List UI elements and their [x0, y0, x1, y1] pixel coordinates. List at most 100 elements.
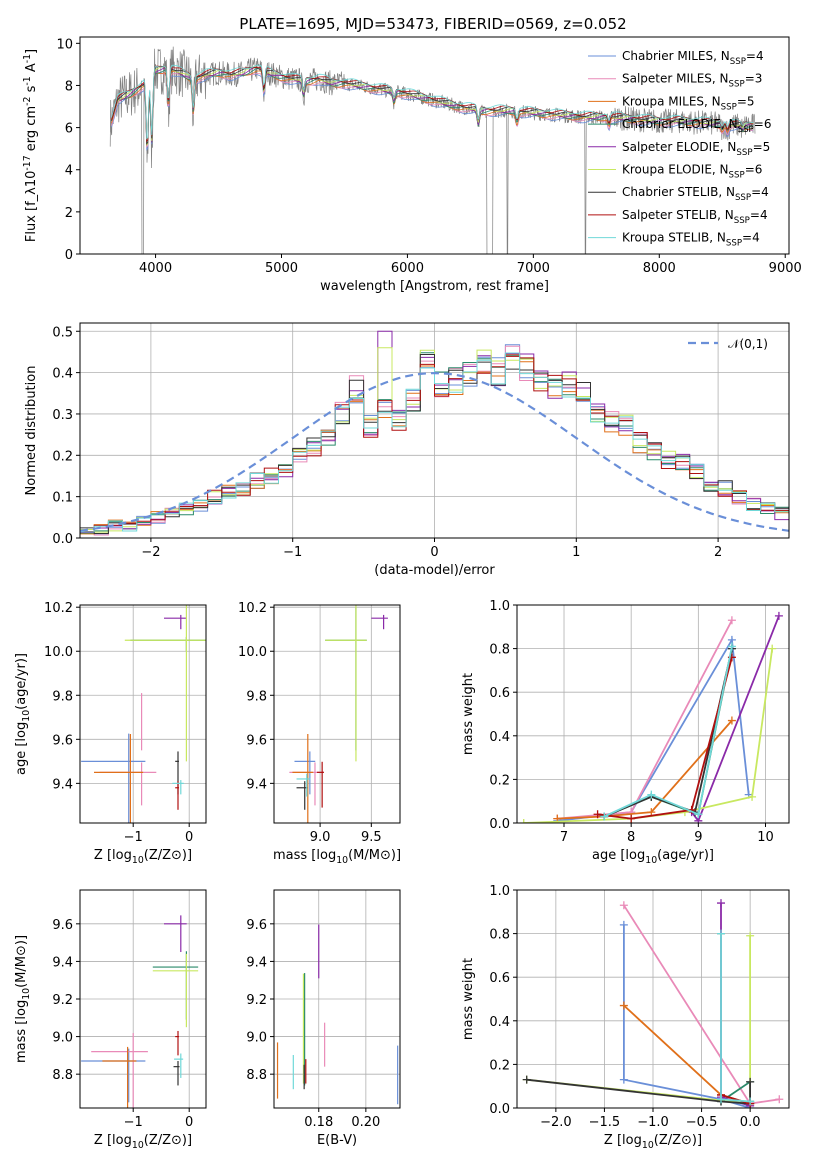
y-tick-label: 4 — [65, 164, 73, 179]
weight-line-0 — [557, 637, 750, 822]
legend-entry-2: Kroupa MILES, NSSP=5 — [622, 94, 755, 112]
x-tick-label: 8000 — [643, 261, 676, 276]
weight-marker-2 — [619, 1001, 628, 1010]
axes-frame — [79, 604, 207, 824]
x-tick-label: 9000 — [769, 261, 802, 276]
y-tick-label: 9.4 — [52, 955, 73, 970]
model-line-8 — [111, 64, 754, 140]
plot-area-mass-vs-Z — [81, 915, 199, 1108]
x-tick-label: −2.0 — [540, 1115, 572, 1130]
weight-marker-8 — [746, 1097, 755, 1106]
weight-marker-2 — [727, 716, 736, 725]
y-tick-label: 0.1 — [52, 491, 73, 506]
y-tick-label: 10 — [56, 37, 73, 52]
weight-marker-7 — [627, 814, 636, 823]
weight-line-2 — [557, 719, 733, 820]
x-tick-label: 10 — [757, 830, 774, 845]
x-tick-label: 0 — [185, 830, 193, 845]
y-tick-label: 0.8 — [489, 643, 510, 658]
y-tick-label: 2 — [65, 206, 73, 221]
axes-frame — [79, 36, 790, 255]
weight-line-8 — [720, 933, 751, 1103]
y-tick-label: 0.2 — [489, 773, 510, 788]
x-tick-label: 0.20 — [351, 1115, 380, 1130]
x-axis-label: Z [log10(Z/Z⊙)] — [94, 848, 192, 866]
weight-marker-5 — [748, 792, 757, 801]
axes-frame — [79, 322, 790, 539]
histogram-step-2 — [80, 354, 789, 535]
legend-entry-0: Chabrier MILES, NSSP=4 — [622, 49, 764, 67]
y-tick-label: 9.0 — [52, 1031, 73, 1046]
weight-marker-2 — [647, 808, 656, 817]
axes-frame — [273, 889, 401, 1109]
y-tick-label: 0.5 — [52, 325, 73, 340]
x-axis-label: wavelength [Angstrom, rest frame] — [320, 279, 549, 294]
x-tick-label: 7 — [560, 830, 568, 845]
y-tick-label: 0.8 — [489, 928, 510, 943]
x-tick-label: 4000 — [139, 261, 172, 276]
x-tick-label: 0 — [185, 1115, 193, 1130]
panel-residuals: −2 −1 0 1 2 0.0 0.1 0.2 0.3 0.4 0.5 (data-model)/er… — [24, 322, 790, 578]
weight-line-2 — [623, 1004, 751, 1105]
y-tick-label: 10.0 — [238, 645, 267, 660]
panel-mass-vs-Z: −1 0 8.8 9.0 9.2 9.4 9.6 Z [log10(Z/Z⊙)] mass [l… — [14, 889, 207, 1151]
y-tick-label: 9.4 — [246, 777, 267, 792]
x-tick-label: −1 — [124, 1115, 143, 1130]
y-axis-label: age [log10(age/yr)] — [14, 653, 32, 775]
y-tick-label: 10.2 — [44, 601, 73, 616]
axes-frame — [516, 604, 790, 824]
y-tick-label: 1.0 — [489, 599, 510, 614]
weight-marker-6 — [522, 1075, 531, 1084]
legend-entry-3: Chabrier ELODIE, NSSP=6 — [622, 117, 771, 135]
weight-marker-1 — [775, 1095, 784, 1104]
y-tick-label: 9.2 — [246, 993, 267, 1008]
legend-entry-6: Chabrier STELIB, NSSP=4 — [622, 185, 769, 203]
weight-line-6 — [526, 1078, 751, 1105]
x-tick-label: 9 — [694, 830, 702, 845]
weight-marker-4 — [774, 611, 783, 620]
panel-massweight-vs-Z: −2.0 −1.5 −1.0 −0.5 0.0 0.0 0.2 0.4 0.6 0.8 1.0 Z [… — [461, 884, 790, 1151]
x-axis-label: E(B-V) — [317, 1133, 357, 1148]
x-tick-label: −1.0 — [637, 1115, 669, 1130]
plot-area-residuals — [80, 330, 789, 536]
y-tick-label: 0.0 — [489, 1102, 510, 1117]
plot-area-massweight-vs-age — [519, 611, 783, 823]
plot-area-mass-vs-ebv — [276, 924, 399, 1105]
x-axis-label: (data-model)/error — [374, 563, 495, 578]
weight-marker-8 — [717, 929, 725, 938]
weight-marker-8 — [600, 812, 609, 821]
weight-line-7 — [720, 1094, 751, 1105]
y-tick-label: 9.2 — [52, 993, 73, 1008]
normal-reference-line — [80, 371, 789, 532]
x-tick-label: −1.5 — [589, 1115, 621, 1130]
y-tick-label: 9.6 — [52, 918, 73, 933]
legend-entry-8: Kroupa STELIB, NSSP=4 — [622, 231, 760, 249]
x-axis-label: age [log10(age/yr)] — [592, 848, 714, 866]
weight-marker-5 — [746, 931, 755, 940]
figure-title: PLATE=1695, MJD=53473, FIBERID=0569, z=0… — [239, 15, 626, 33]
y-tick-label: 9.4 — [246, 955, 267, 970]
y-tick-label: 0.6 — [489, 686, 510, 701]
y-axis-label: mass weight — [461, 958, 476, 1040]
legend-entry-4: Salpeter ELODIE, NSSP=5 — [622, 140, 770, 158]
weight-line-3 — [720, 933, 751, 1104]
plot-area-massweight-vs-Z — [522, 899, 784, 1108]
legend-entry-1: Salpeter MILES, NSSP=3 — [622, 72, 762, 90]
y-tick-label: 9.6 — [246, 918, 267, 933]
weight-marker-7 — [593, 810, 602, 819]
panel-spectrum: 4000 5000 6000 7000 8000 9000 0 2 4 6 8 10 wavelengt… — [22, 36, 802, 294]
legend-entry-7: Salpeter STELIB, NSSP=4 — [622, 208, 768, 226]
panel-age-vs-mass: 9.0 9.5 9.4 9.6 9.8 10.0 10.2 mass [log10(M/M⊙)… — [238, 601, 401, 866]
weight-marker-5 — [519, 819, 528, 823]
y-tick-label: 0.6 — [489, 971, 510, 986]
weight-marker-5 — [768, 644, 777, 653]
y-tick-label: 8.8 — [246, 1068, 267, 1083]
x-axis-label: mass [log10(M/M⊙)] — [273, 848, 401, 866]
y-tick-label: 0 — [65, 248, 73, 263]
y-tick-label: 10.0 — [44, 645, 73, 660]
legend-entry-normal: 𝒩(0,1) — [728, 337, 768, 351]
y-tick-label: 0.4 — [489, 1015, 510, 1030]
y-tick-label: 9.8 — [52, 689, 73, 704]
y-tick-label: 8.8 — [52, 1068, 73, 1083]
weight-line-7 — [597, 657, 733, 820]
